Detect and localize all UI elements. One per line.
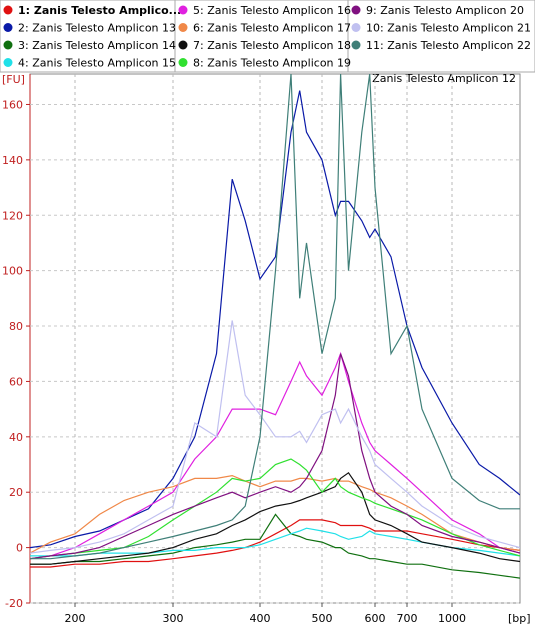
legend-label: 6: Zanis Telesto Amplicon 17 bbox=[193, 22, 351, 35]
legend-label: 11: Zanis Telesto Amplicon 22 bbox=[366, 39, 531, 52]
legend-label: 5: Zanis Telesto Amplicon 16 bbox=[193, 4, 351, 17]
plot-area bbox=[29, 73, 521, 604]
y-tick-label: -20 bbox=[5, 597, 23, 610]
legend-label: 8: Zanis Telesto Amplicon 19 bbox=[193, 57, 351, 70]
legend-marker bbox=[3, 40, 13, 50]
legend-marker bbox=[351, 23, 361, 32]
legend-marker bbox=[3, 58, 13, 67]
legend-label: 9: Zanis Telesto Amplicon 20 bbox=[366, 4, 524, 17]
x-tick-label: 300 bbox=[163, 612, 184, 625]
series-line bbox=[30, 513, 520, 579]
y-tick-label: 40 bbox=[9, 431, 23, 444]
x-tick-label: 500 bbox=[312, 612, 333, 625]
series-line bbox=[30, 353, 520, 560]
y-tick-label: 20 bbox=[9, 486, 23, 499]
legend-label: 1: Zanis Telesto Amplico... bbox=[18, 4, 181, 17]
legend-box bbox=[0, 0, 535, 73]
legend-marker bbox=[3, 23, 13, 32]
x-axis-label: [bp] bbox=[508, 612, 531, 625]
legend-marker bbox=[178, 58, 188, 67]
series-line bbox=[30, 474, 520, 554]
x-tick-label: 600 bbox=[365, 612, 386, 625]
series-line bbox=[30, 351, 520, 560]
legend-marker bbox=[178, 5, 188, 15]
x-tick-label: 400 bbox=[250, 612, 271, 625]
series-line bbox=[30, 74, 520, 560]
y-tick-label: 0 bbox=[16, 542, 23, 555]
y-tick-label: 80 bbox=[9, 320, 23, 333]
x-tick-label: 1000 bbox=[438, 612, 466, 625]
y-tick-label: 140 bbox=[2, 154, 23, 167]
legend-marker bbox=[351, 5, 361, 15]
legend-marker bbox=[178, 40, 188, 50]
legend-label: 2: Zanis Telesto Amplicon 13 bbox=[18, 22, 176, 35]
legend-label: 4: Zanis Telesto Amplicon 15 bbox=[18, 57, 176, 70]
legend-marker bbox=[351, 40, 361, 50]
legend-label: 10: Zanis Telesto Amplicon 21 bbox=[366, 22, 531, 35]
legend-marker bbox=[178, 23, 188, 32]
x-tick-label: 700 bbox=[397, 612, 418, 625]
legend-marker bbox=[3, 5, 13, 15]
series-line bbox=[30, 519, 520, 568]
x-tick-label: 200 bbox=[65, 612, 86, 625]
series-line bbox=[30, 458, 520, 560]
y-tick-label: 100 bbox=[2, 265, 23, 278]
legend-label: 7: Zanis Telesto Amplicon 18 bbox=[193, 39, 351, 52]
y-tick-label: 160 bbox=[2, 98, 23, 111]
series-line bbox=[30, 90, 520, 549]
y-axis-label: [FU] bbox=[2, 73, 25, 86]
series-line bbox=[30, 471, 520, 565]
legend-label: 3: Zanis Telesto Amplicon 14 bbox=[18, 39, 176, 52]
y-tick-label: 120 bbox=[2, 209, 23, 222]
y-tick-label: 60 bbox=[9, 375, 23, 388]
chart-title: Zanis Telesto Amplicon 12 bbox=[372, 72, 516, 85]
series-line bbox=[30, 320, 520, 554]
